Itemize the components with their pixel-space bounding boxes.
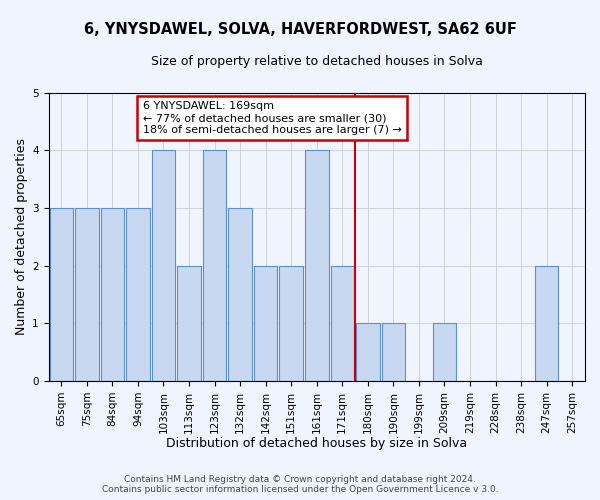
Bar — [50, 208, 73, 381]
Bar — [433, 324, 456, 381]
Text: 6, YNYSDAWEL, SOLVA, HAVERFORDWEST, SA62 6UF: 6, YNYSDAWEL, SOLVA, HAVERFORDWEST, SA62… — [83, 22, 517, 38]
Bar — [535, 266, 559, 381]
Bar — [305, 150, 329, 381]
Bar — [280, 266, 303, 381]
Bar — [75, 208, 98, 381]
Bar — [203, 150, 226, 381]
Bar — [331, 266, 354, 381]
Bar — [382, 324, 405, 381]
Bar — [356, 324, 380, 381]
Bar — [101, 208, 124, 381]
Bar — [229, 208, 252, 381]
Title: Size of property relative to detached houses in Solva: Size of property relative to detached ho… — [151, 55, 482, 68]
Y-axis label: Number of detached properties: Number of detached properties — [15, 138, 28, 336]
Bar — [254, 266, 277, 381]
Bar — [177, 266, 201, 381]
X-axis label: Distribution of detached houses by size in Solva: Distribution of detached houses by size … — [166, 437, 467, 450]
Text: Contains HM Land Registry data © Crown copyright and database right 2024.
Contai: Contains HM Land Registry data © Crown c… — [101, 474, 499, 494]
Text: 6 YNYSDAWEL: 169sqm
← 77% of detached houses are smaller (30)
18% of semi-detach: 6 YNYSDAWEL: 169sqm ← 77% of detached ho… — [143, 102, 402, 134]
Bar — [152, 150, 175, 381]
Bar — [126, 208, 149, 381]
